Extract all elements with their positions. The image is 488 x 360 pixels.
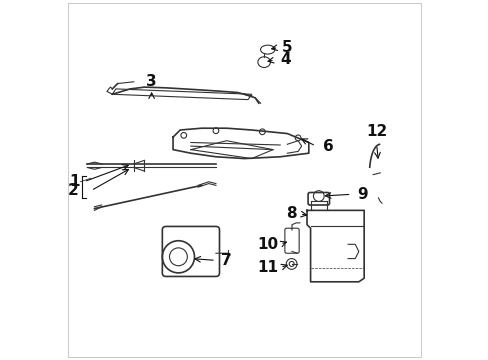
Text: 11: 11 [257,260,278,275]
Text: 12: 12 [366,124,386,139]
Text: 10: 10 [257,237,278,252]
Text: 5: 5 [282,40,292,55]
Text: 6: 6 [323,139,333,154]
Text: 2: 2 [67,183,78,198]
Text: 9: 9 [356,187,367,202]
Text: 7: 7 [221,253,231,268]
Text: 1: 1 [69,174,80,189]
Text: 3: 3 [146,74,157,89]
Text: 8: 8 [285,206,296,221]
Text: 4: 4 [280,53,290,67]
